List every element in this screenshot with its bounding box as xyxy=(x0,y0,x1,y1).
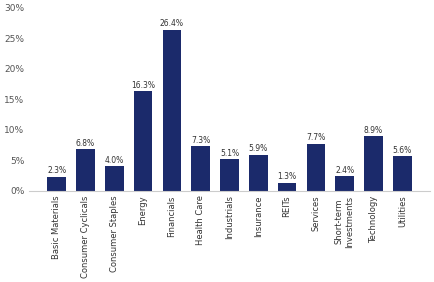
Bar xyxy=(134,91,152,191)
Bar xyxy=(163,30,181,191)
Bar xyxy=(364,136,383,191)
Text: 7.7%: 7.7% xyxy=(306,133,326,142)
Bar xyxy=(191,146,210,191)
Bar xyxy=(306,144,325,191)
Bar xyxy=(393,157,411,191)
Text: 6.8%: 6.8% xyxy=(76,139,95,148)
Text: 4.0%: 4.0% xyxy=(105,156,124,165)
Bar xyxy=(278,183,296,191)
Text: 26.4%: 26.4% xyxy=(160,19,184,28)
Bar xyxy=(47,177,66,191)
Text: 1.3%: 1.3% xyxy=(277,173,297,181)
Text: 16.3%: 16.3% xyxy=(131,81,155,90)
Text: 2.4%: 2.4% xyxy=(335,166,354,175)
Text: 8.9%: 8.9% xyxy=(364,126,383,135)
Text: 7.3%: 7.3% xyxy=(191,136,210,145)
Bar xyxy=(105,166,124,191)
Bar xyxy=(249,155,268,191)
Text: 5.6%: 5.6% xyxy=(393,146,412,155)
Bar xyxy=(220,160,239,191)
Text: 2.3%: 2.3% xyxy=(47,166,66,175)
Text: 5.9%: 5.9% xyxy=(249,144,268,153)
Bar xyxy=(335,176,354,191)
Text: 5.1%: 5.1% xyxy=(220,149,239,158)
Bar xyxy=(76,149,95,191)
